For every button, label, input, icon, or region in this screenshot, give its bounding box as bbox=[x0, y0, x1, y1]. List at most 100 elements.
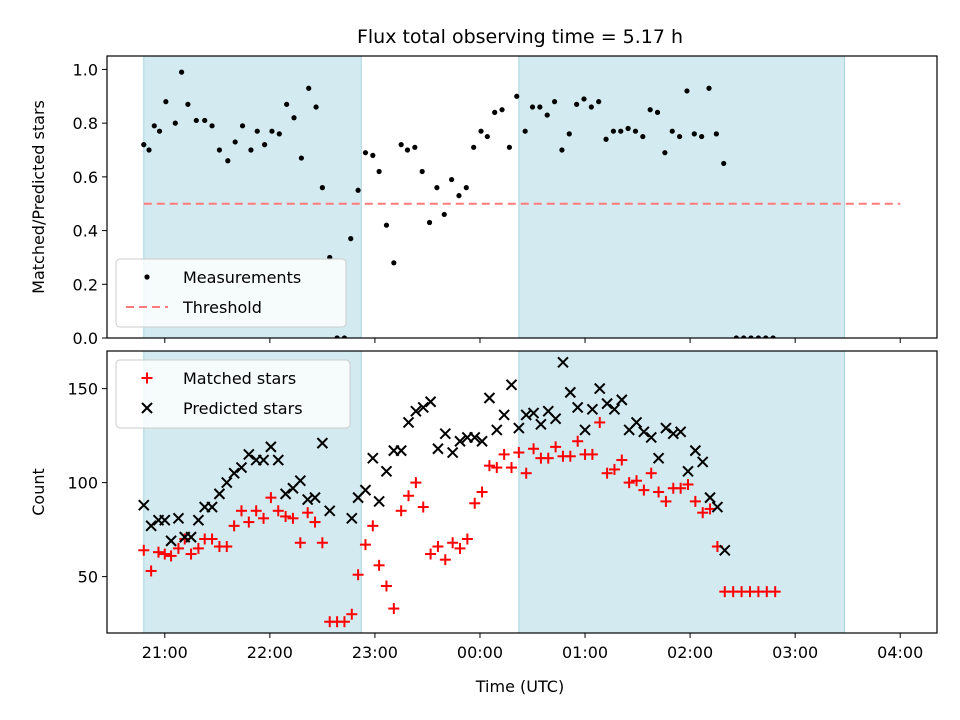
point-ratio-0-2 bbox=[151, 123, 157, 129]
point-count-0-51 bbox=[505, 462, 517, 474]
point-count-0-3 bbox=[159, 548, 171, 560]
point-count-0-49 bbox=[491, 462, 503, 474]
point-ratio-0-48 bbox=[484, 133, 490, 140]
point-ratio-0-61 bbox=[581, 96, 587, 102]
point-count-1-59 bbox=[579, 424, 591, 436]
point-count-0-21 bbox=[287, 512, 299, 524]
point-count-1-11-b bbox=[213, 488, 226, 500]
point-count-1-47 bbox=[491, 424, 503, 436]
point-count-1-1 bbox=[145, 520, 157, 532]
point-count-0-53 bbox=[520, 467, 532, 479]
y-ticks-ratio: 0.0 0.2 0.4 0.6 0.8 1.0 bbox=[73, 60, 107, 348]
point-ratio-0-70 bbox=[647, 107, 653, 113]
point-ratio-0-18 bbox=[269, 128, 275, 134]
point-count-1-0-b bbox=[138, 499, 150, 511]
y-tick-label-ratio-5: 1.0 bbox=[73, 60, 98, 79]
point-count-1-58-b bbox=[571, 401, 584, 414]
point-count-0-0 bbox=[138, 544, 150, 556]
point-count-1-56-b bbox=[557, 356, 569, 368]
point-count-0-50 bbox=[498, 448, 510, 460]
point-count-1-67 bbox=[638, 426, 650, 438]
point-count-1-30-b bbox=[367, 452, 379, 464]
point-ratio-0-25 bbox=[319, 185, 325, 191]
point-count-1-57 bbox=[564, 386, 577, 399]
point-count-1-62-b bbox=[601, 397, 613, 410]
point-count-1-35 bbox=[402, 416, 415, 429]
point-count-1-7 bbox=[185, 531, 197, 543]
point-ratio-0-4 bbox=[163, 99, 169, 105]
legend-count: Matched stars Predicted stars bbox=[115, 359, 351, 429]
point-count-0-36 bbox=[395, 505, 407, 517]
point-count-0-42 bbox=[439, 554, 451, 566]
point-ratio-0-5 bbox=[172, 120, 178, 126]
point-ratio-0-33 bbox=[376, 168, 382, 175]
point-count-0-23 bbox=[302, 507, 314, 519]
point-ratio-0-60 bbox=[574, 101, 580, 107]
legend-box-count bbox=[115, 359, 351, 429]
point-count-0-16 bbox=[250, 505, 262, 517]
point-count-0-60 bbox=[572, 435, 584, 447]
point-ratio-0-58 bbox=[559, 147, 565, 153]
point-count-1-32 bbox=[380, 465, 393, 478]
point-count-0-19 bbox=[272, 505, 284, 517]
point-count-1-73 bbox=[682, 465, 694, 478]
point-count-1-70-b bbox=[660, 422, 672, 434]
legend-marker-count-1 bbox=[141, 402, 153, 414]
legend-label-count-1: Predicted stars bbox=[183, 399, 303, 418]
point-count-1-20-b bbox=[279, 488, 292, 500]
y-tick-label-count-2: 150 bbox=[67, 380, 98, 399]
legend-box-ratio bbox=[115, 258, 347, 328]
point-count-1-14 bbox=[235, 461, 248, 474]
point-ratio-0-11 bbox=[216, 147, 223, 153]
point-count-1-75 bbox=[697, 456, 709, 468]
point-count-1-18-b bbox=[265, 441, 277, 453]
point-count-1-22-b bbox=[294, 475, 307, 487]
point-ratio-0-72 bbox=[662, 150, 668, 156]
point-count-0-40 bbox=[425, 548, 437, 560]
panel-count: 50 100 150 21:00 22:00 23:00 00:00 01:00 02:00 03… bbox=[29, 350, 938, 662]
point-count-1-70 bbox=[660, 422, 672, 434]
point-count-0-30 bbox=[352, 569, 364, 581]
point-ratio-0-77 bbox=[699, 133, 705, 140]
point-ratio-0-8 bbox=[193, 117, 199, 124]
point-count-1-64 bbox=[616, 394, 628, 406]
point-ratio-0-36 bbox=[398, 142, 404, 148]
point-count-1-76 bbox=[704, 491, 716, 504]
point-count-0-57 bbox=[550, 441, 562, 453]
point-count-1-39-b bbox=[432, 443, 444, 455]
point-ratio-0-82 bbox=[741, 335, 747, 338]
point-count-1-24 bbox=[309, 491, 321, 504]
point-count-1-52 bbox=[527, 407, 540, 419]
point-count-1-72 bbox=[674, 426, 687, 438]
point-count-0-1 bbox=[145, 565, 157, 577]
point-count-1-17 bbox=[257, 454, 270, 466]
point-ratio-0-47 bbox=[478, 128, 484, 134]
point-ratio-0-17 bbox=[261, 142, 268, 148]
point-count-1-31-b bbox=[373, 495, 385, 508]
point-count-1-73-b bbox=[682, 465, 694, 478]
point-count-1-56 bbox=[557, 356, 569, 368]
point-count-1-24-b bbox=[309, 491, 321, 504]
y-axis-label-count: Count bbox=[29, 468, 48, 516]
point-count-1-3 bbox=[159, 514, 171, 526]
point-ratio-0-55 bbox=[537, 104, 543, 110]
legend-ratio: Measurements Threshold bbox=[115, 258, 347, 328]
legend-marker-ratio-0 bbox=[144, 274, 150, 280]
point-count-0-65 bbox=[608, 463, 620, 475]
point-count-1-12-b bbox=[221, 476, 233, 489]
point-count-0-75 bbox=[682, 478, 694, 490]
point-count-1-69 bbox=[652, 452, 665, 464]
series-ratio-0 bbox=[141, 69, 776, 338]
point-count-1-19 bbox=[272, 454, 284, 466]
point-count-1-22 bbox=[294, 475, 307, 487]
point-count-1-52-b bbox=[527, 407, 540, 419]
point-count-1-40 bbox=[439, 428, 452, 440]
point-ratio-0-75 bbox=[684, 88, 690, 94]
point-count-0-67 bbox=[623, 477, 635, 489]
point-ratio-0-28 bbox=[341, 335, 348, 338]
point-ratio-0-14 bbox=[239, 123, 246, 129]
point-count-1-54-b bbox=[542, 405, 554, 417]
point-count-1-45-b bbox=[476, 435, 488, 447]
point-count-1-7-b bbox=[185, 531, 197, 543]
